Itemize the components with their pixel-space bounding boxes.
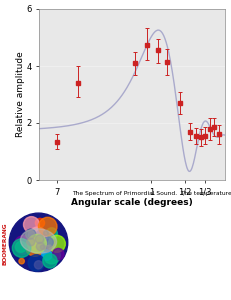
- Circle shape: [14, 236, 33, 254]
- X-axis label: Angular scale (degrees): Angular scale (degrees): [71, 198, 192, 207]
- Circle shape: [34, 261, 43, 269]
- Circle shape: [12, 239, 31, 257]
- Circle shape: [25, 237, 44, 256]
- Ellipse shape: [20, 229, 56, 253]
- Circle shape: [41, 250, 52, 260]
- Circle shape: [46, 228, 57, 239]
- Circle shape: [26, 230, 35, 239]
- Circle shape: [26, 229, 36, 239]
- Circle shape: [23, 217, 39, 232]
- Circle shape: [15, 241, 26, 252]
- Circle shape: [9, 213, 67, 272]
- Circle shape: [35, 235, 44, 243]
- Circle shape: [28, 227, 47, 246]
- Circle shape: [40, 245, 45, 249]
- Circle shape: [35, 218, 44, 228]
- Circle shape: [48, 235, 65, 252]
- Circle shape: [44, 245, 51, 252]
- Circle shape: [52, 248, 64, 260]
- Circle shape: [27, 238, 35, 246]
- Circle shape: [28, 234, 46, 253]
- Y-axis label: Relative amplitude: Relative amplitude: [16, 52, 25, 137]
- Circle shape: [43, 254, 57, 268]
- Circle shape: [43, 247, 60, 264]
- Circle shape: [43, 237, 53, 247]
- Circle shape: [28, 255, 44, 271]
- Circle shape: [36, 242, 44, 250]
- Text: BOOMERANG: BOOMERANG: [3, 223, 8, 265]
- Circle shape: [38, 217, 57, 236]
- Circle shape: [46, 241, 56, 252]
- Text: The Spectrum of Primordial Sound.  The temperature variations in early universe : The Spectrum of Primordial Sound. The te…: [72, 190, 231, 196]
- Circle shape: [43, 231, 48, 236]
- Circle shape: [47, 245, 52, 249]
- Circle shape: [19, 258, 24, 264]
